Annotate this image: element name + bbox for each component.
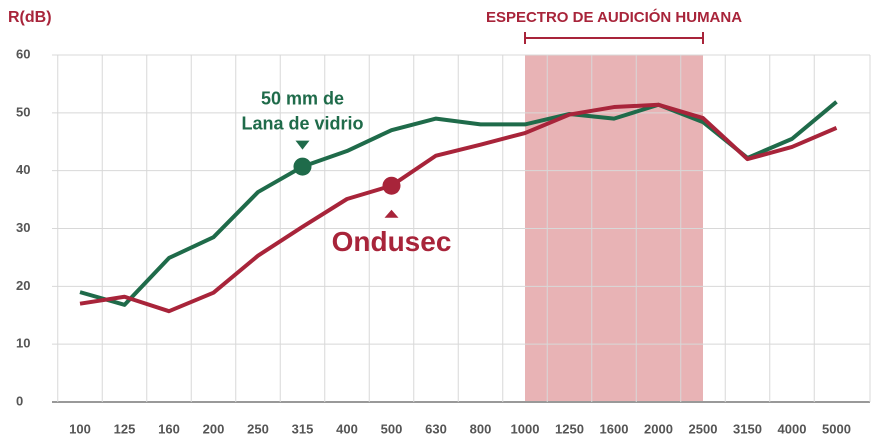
x-tick-label: 2000 [644, 421, 673, 436]
pointer [295, 140, 310, 150]
x-tick-label: 1250 [555, 421, 584, 436]
x-tick-label: 1000 [511, 421, 540, 436]
x-tick-label: 1600 [600, 421, 629, 436]
y-tick-label: 30 [16, 220, 30, 235]
series-label: Ondusec [332, 226, 452, 257]
x-tick-label: 630 [425, 421, 447, 436]
y-tick-label: 50 [16, 104, 30, 119]
x-tick-label: 250 [247, 421, 269, 436]
y-tick-label: 20 [16, 278, 30, 293]
x-tick-label: 2500 [689, 421, 718, 436]
line [79, 100, 838, 307]
x-tick-label: 4000 [778, 421, 807, 436]
x-tick-label: 125 [114, 421, 136, 436]
x-tick-label: 100 [69, 421, 91, 436]
x-tick-label: 5000 [822, 421, 851, 436]
marker [293, 157, 312, 176]
series-label: 50 mm de [261, 88, 344, 108]
x-tick-label: 3150 [733, 421, 762, 436]
x-tick-label: 800 [470, 421, 492, 436]
y-tick-label: 10 [16, 336, 30, 351]
series-label: Lana de vidrio [241, 113, 363, 133]
y-axis-label: R(dB) [8, 9, 52, 26]
line [79, 102, 838, 314]
x-tick-label: 400 [336, 421, 358, 436]
x-tick-label: 160 [158, 421, 180, 436]
y-tick-label: 60 [16, 46, 30, 61]
pointer [384, 209, 399, 218]
x-tick-label: 500 [381, 421, 403, 436]
y-tick-label: 40 [16, 162, 30, 177]
x-tick-label: 200 [203, 421, 225, 436]
x-tick-label: 315 [292, 421, 314, 436]
marker [382, 176, 401, 195]
highlight-label: ESPECTRO DE AUDICIÓN HUMANA [486, 8, 742, 26]
y-tick-label: 0 [16, 393, 23, 408]
